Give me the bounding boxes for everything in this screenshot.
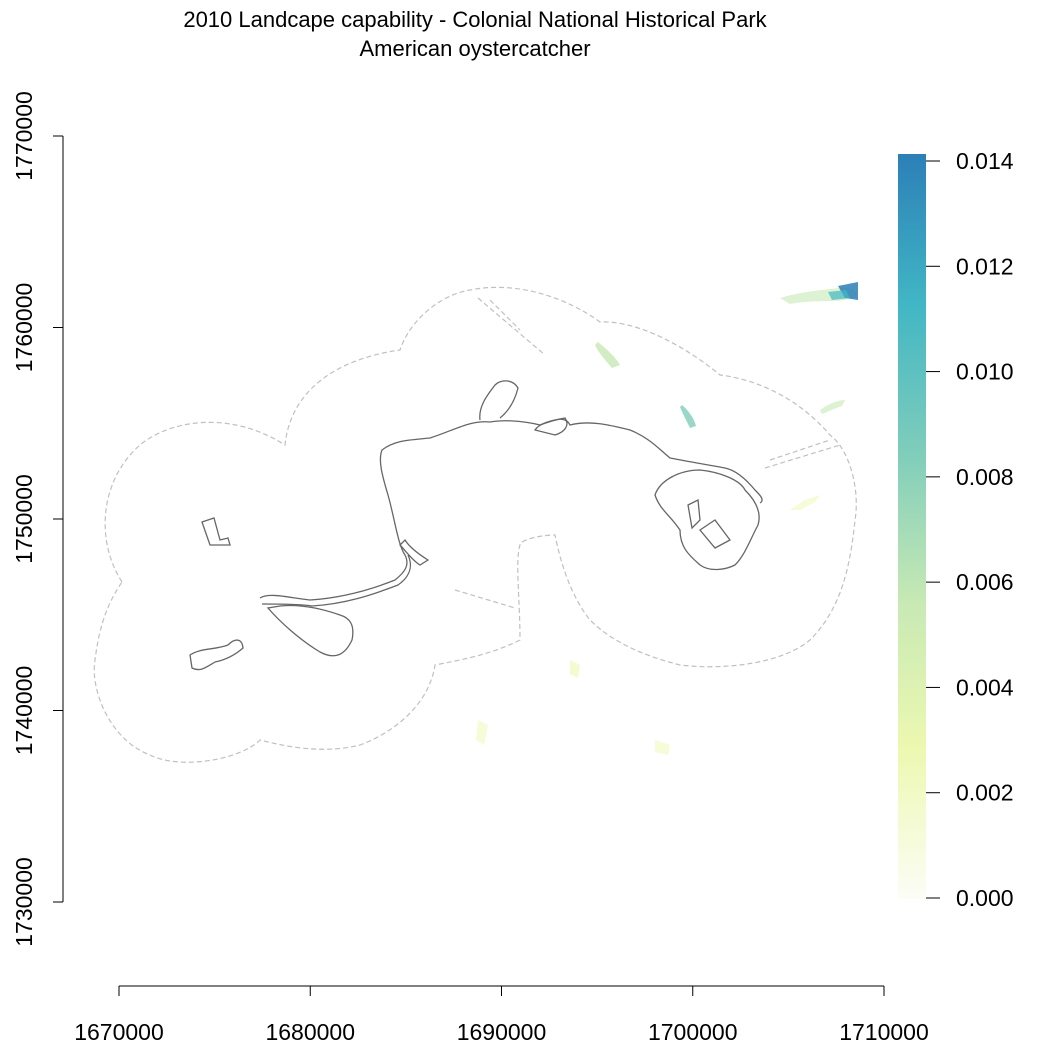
y-axis: 1730000 1740000 1750000 1760000 1770000 [11, 91, 64, 947]
y-tick-label: 1760000 [11, 283, 37, 373]
y-tick-label: 1750000 [11, 474, 37, 564]
y-tick-label: 1740000 [11, 666, 37, 756]
capability-patches [476, 282, 858, 755]
map-title: 2010 Landcape capability - Colonial Nati… [0, 5, 950, 63]
park-boundary [189, 380, 763, 671]
y-tick-label: 1770000 [11, 91, 37, 181]
buffer-inner-line [454, 297, 841, 609]
x-axis: 1670000 1680000 1690000 1700000 1710000 [74, 985, 929, 1045]
x-tick-label: 1690000 [457, 1019, 547, 1045]
buffer-outline [93, 286, 857, 763]
x-tick-label: 1680000 [265, 1019, 355, 1045]
legend-tick-label: 0.000 [956, 885, 1014, 911]
title-line-2: American oystercatcher [359, 36, 591, 61]
x-tick-label: 1700000 [648, 1019, 738, 1045]
legend-colorbar [898, 154, 926, 899]
legend-tick-label: 0.012 [956, 253, 1014, 279]
legend-ticks: 0.000 0.002 0.004 0.006 0.008 0.010 0.012 0.014 [926, 148, 1014, 911]
x-tick-label: 1670000 [74, 1019, 164, 1045]
legend-tick-label: 0.004 [956, 674, 1014, 700]
legend-tick-label: 0.010 [956, 359, 1014, 385]
legend-tick-label: 0.014 [956, 148, 1014, 174]
legend-tick-label: 0.002 [956, 780, 1014, 806]
legend-tick-label: 0.006 [956, 569, 1014, 595]
x-tick-label: 1710000 [839, 1019, 929, 1045]
legend-tick-label: 0.008 [956, 464, 1014, 490]
title-line-1: 2010 Landcape capability - Colonial Nati… [183, 7, 767, 32]
y-tick-label: 1730000 [11, 857, 37, 947]
